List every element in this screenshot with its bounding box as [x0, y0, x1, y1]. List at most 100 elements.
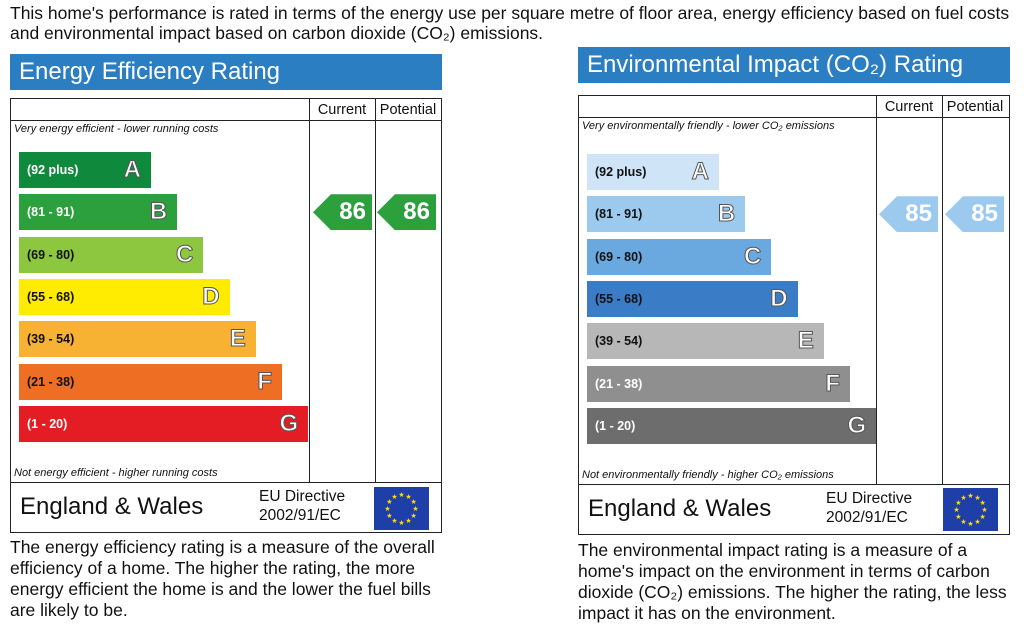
svg-text:★: ★ — [955, 499, 961, 507]
rating-table: Current Potential Very environmentally f… — [578, 95, 1010, 535]
eu-flag-icon: ★ ★ ★ ★ ★ ★ ★ ★ ★ ★ ★ ★ — [943, 488, 998, 531]
svg-text:★: ★ — [410, 498, 416, 506]
directive-line-2: 2002/91/EC — [826, 509, 908, 526]
svg-text:★: ★ — [955, 513, 961, 521]
potential-rating-value: 86 — [403, 198, 430, 226]
band-letter-label: F — [257, 367, 273, 395]
svg-text:★: ★ — [386, 512, 392, 520]
bottom-note: Not energy efficient - higher running co… — [14, 467, 218, 479]
band-d: (55 - 68) D — [587, 280, 798, 317]
svg-text:★: ★ — [960, 518, 966, 526]
description: The energy efficiency rating is a measur… — [10, 537, 435, 620]
svg-text:★: ★ — [953, 506, 959, 514]
potential-rating-arrow: 85 — [945, 196, 1004, 233]
potential-rating-arrow: 86 — [377, 194, 436, 231]
band-letter-label: E — [797, 327, 814, 355]
band-c: (69 - 80) C — [19, 236, 204, 273]
svg-text:★: ★ — [974, 518, 980, 526]
band-range-label: (21 - 38) — [27, 374, 75, 389]
svg-text:★: ★ — [967, 520, 973, 528]
band-range-label: (39 - 54) — [595, 334, 643, 349]
band-range-label: (55 - 68) — [595, 291, 643, 306]
band-a: (92 plus) A — [19, 152, 151, 188]
footer-region: England & Wales — [20, 493, 204, 520]
footer-directive: EU Directive 2002/91/EC — [259, 487, 345, 525]
svg-text:★: ★ — [960, 494, 966, 502]
bottom-note: Not environmentally friendly - higher CO… — [582, 469, 834, 481]
band-letter-label: D — [770, 284, 788, 312]
current-column-header: Current — [884, 99, 934, 115]
band-range-label: (1 - 20) — [27, 416, 68, 431]
band-letter-label: A — [691, 158, 709, 186]
band-g: (1 - 20) G — [19, 405, 309, 442]
band-letter-label: D — [202, 282, 220, 310]
top-note: Very environmentally friendly - lower CO… — [582, 120, 835, 132]
band-letter-label: C — [176, 240, 194, 268]
svg-text:★: ★ — [410, 512, 416, 520]
footer-region: England & Wales — [588, 495, 772, 522]
svg-text:★: ★ — [981, 506, 987, 514]
band-f: (21 - 38) F — [19, 363, 282, 400]
band-range-label: (1 - 20) — [595, 418, 636, 433]
current-rating-arrow: 85 — [879, 196, 938, 233]
band-c: (69 - 80) C — [587, 238, 772, 275]
eu-flag-icon: ★ ★ ★ ★ ★ ★ ★ ★ ★ ★ ★ ★ — [374, 487, 429, 530]
environmental-impact-panel: Environmental Impact (CO₂) Rating Curren… — [578, 47, 1010, 631]
band-d: (55 - 68) D — [19, 278, 230, 315]
svg-text:★: ★ — [405, 517, 411, 525]
band-range-label: (81 - 91) — [27, 205, 75, 220]
svg-text:★: ★ — [384, 505, 390, 513]
band-range-label: (92 plus) — [27, 163, 79, 177]
svg-text:★: ★ — [412, 505, 418, 513]
band-b: (81 - 91) B — [19, 194, 178, 231]
current-rating-value: 86 — [339, 198, 366, 226]
panel-title: Energy Efficiency Rating — [10, 54, 442, 90]
band-letter-label: F — [825, 369, 841, 397]
panel-title: Environmental Impact (CO₂) Rating — [578, 47, 1010, 83]
svg-text:★: ★ — [391, 493, 397, 501]
svg-text:★: ★ — [979, 513, 985, 521]
band-g: (1 - 20) G — [587, 407, 877, 444]
band-letter-label: G — [847, 411, 867, 439]
band-letter-label: B — [149, 198, 168, 226]
current-rating-value: 85 — [905, 200, 932, 228]
footer-directive: EU Directive 2002/91/EC — [826, 489, 912, 527]
svg-text:★: ★ — [974, 494, 980, 502]
rating-table: Current Potential Very energy efficient … — [10, 98, 442, 533]
band-range-label: (55 - 68) — [27, 289, 75, 304]
band-letter-label: C — [744, 242, 762, 270]
band-range-label: (69 - 80) — [27, 247, 75, 262]
band-b: (81 - 91) B — [587, 196, 746, 233]
directive-line-1: EU Directive — [259, 488, 346, 505]
band-letter-label: B — [717, 200, 736, 228]
intro-text: This home's performance is rated in term… — [10, 3, 1010, 43]
svg-text:★: ★ — [386, 498, 392, 506]
potential-column-header: Potential — [946, 99, 1004, 115]
band-range-label: (69 - 80) — [595, 249, 643, 264]
band-range-label: (92 plus) — [595, 165, 647, 179]
svg-text:★: ★ — [405, 493, 411, 501]
band-range-label: (21 - 38) — [595, 376, 643, 391]
svg-text:★: ★ — [398, 491, 404, 499]
band-letter-label: A — [123, 156, 141, 184]
description: The environmental impact rating is a mea… — [578, 540, 1007, 623]
band-letter-label: G — [279, 409, 299, 437]
svg-text:★: ★ — [967, 492, 973, 500]
band-letter-label: E — [229, 325, 246, 353]
top-note: Very energy efficient - lower running co… — [14, 123, 219, 135]
band-e: (39 - 54) E — [19, 321, 256, 358]
band-range-label: (81 - 91) — [595, 207, 643, 222]
svg-text:★: ★ — [391, 517, 397, 525]
band-e: (39 - 54) E — [587, 323, 824, 360]
potential-column-header: Potential — [379, 102, 437, 118]
directive-line-2: 2002/91/EC — [259, 507, 341, 524]
current-rating-arrow: 86 — [313, 194, 372, 231]
directive-line-1: EU Directive — [826, 490, 913, 507]
band-range-label: (39 - 54) — [27, 332, 75, 347]
current-column-header: Current — [317, 102, 367, 118]
band-f: (21 - 38) F — [587, 365, 850, 402]
potential-rating-value: 85 — [971, 200, 998, 228]
svg-text:★: ★ — [398, 519, 404, 527]
band-a: (92 plus) A — [587, 154, 719, 190]
svg-text:★: ★ — [979, 499, 985, 507]
